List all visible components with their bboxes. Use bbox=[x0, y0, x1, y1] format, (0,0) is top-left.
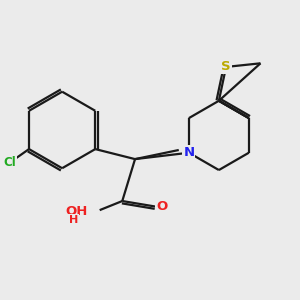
Text: O: O bbox=[156, 200, 167, 213]
Text: OH: OH bbox=[66, 206, 88, 218]
Text: H: H bbox=[69, 215, 78, 225]
Text: N: N bbox=[183, 146, 194, 159]
Text: S: S bbox=[221, 60, 231, 74]
Text: Cl: Cl bbox=[4, 156, 16, 170]
